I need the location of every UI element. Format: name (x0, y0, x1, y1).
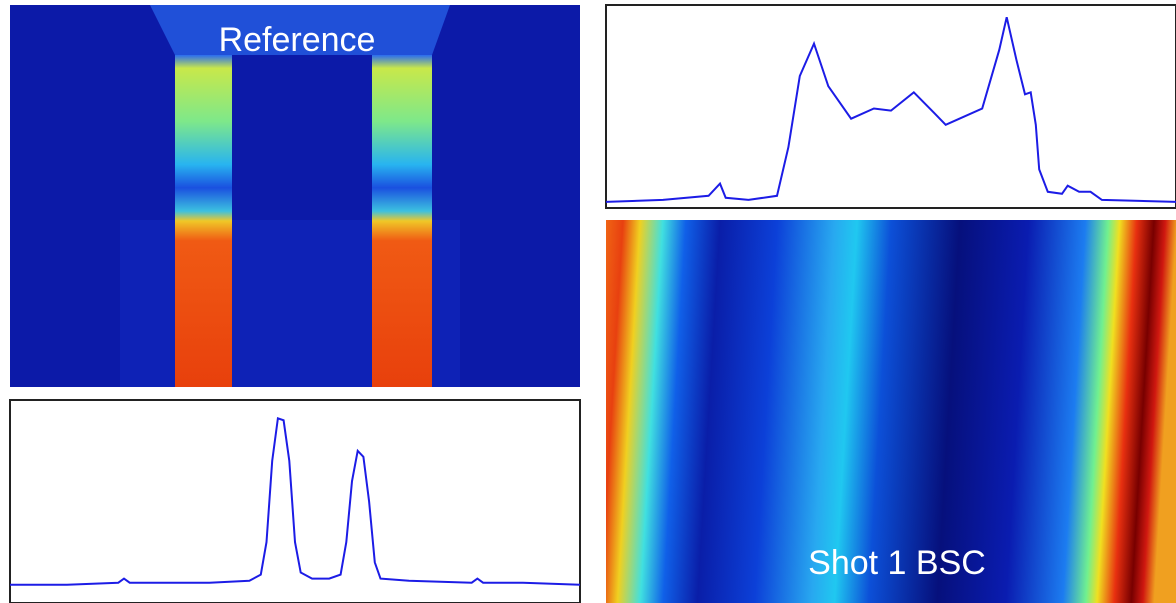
bsc-image (606, 220, 1176, 603)
image-title: Shot 1 BSC (808, 544, 986, 582)
profile-line (605, 16, 1176, 203)
profile-line (10, 416, 581, 586)
image-title: Reference (219, 21, 376, 59)
reference-image (10, 5, 580, 387)
plot-frame (9, 399, 581, 603)
plot-frame (605, 4, 1176, 209)
